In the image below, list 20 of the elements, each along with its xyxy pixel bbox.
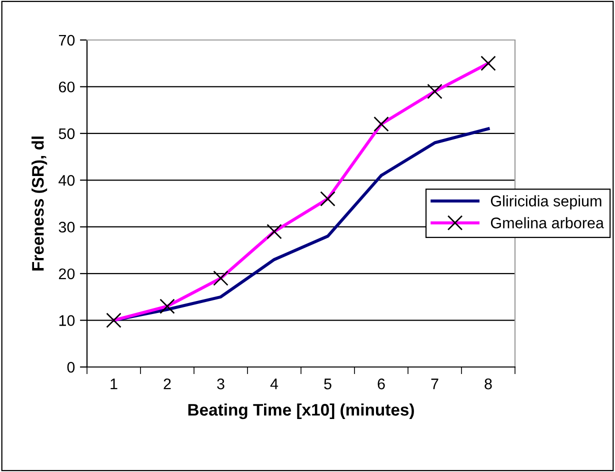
x-tick-label: 1 — [110, 378, 118, 390]
x-tick-label: 8 — [484, 378, 492, 390]
y-tick-label: 60 — [58, 82, 75, 92]
x-tick-label: 6 — [378, 378, 385, 390]
y-tick-label: 40 — [58, 175, 75, 186]
x-axis-title: Beating Time [x10] (minutes) — [188, 403, 414, 420]
y-tick-label: 10 — [59, 315, 75, 326]
y-tick-label: 70 — [58, 34, 75, 46]
x-tick-label: 5 — [324, 378, 332, 390]
y-tick-label: 20 — [58, 268, 75, 280]
legend-label: Gliricidia sepium — [490, 195, 602, 210]
legend-label: Gmelina arborea — [490, 217, 604, 228]
y-tick-label: 50 — [58, 128, 75, 140]
x-tick-label: 4 — [270, 378, 278, 390]
x-tick-label: 3 — [217, 378, 224, 390]
y-tick-label: 30 — [58, 222, 75, 233]
y-tick-label: 0 — [67, 362, 75, 373]
x-tick-label: 2 — [164, 378, 171, 390]
y-axis-title: Freeness (SR), dl — [32, 136, 48, 270]
x-tick-label: 7 — [431, 378, 438, 390]
